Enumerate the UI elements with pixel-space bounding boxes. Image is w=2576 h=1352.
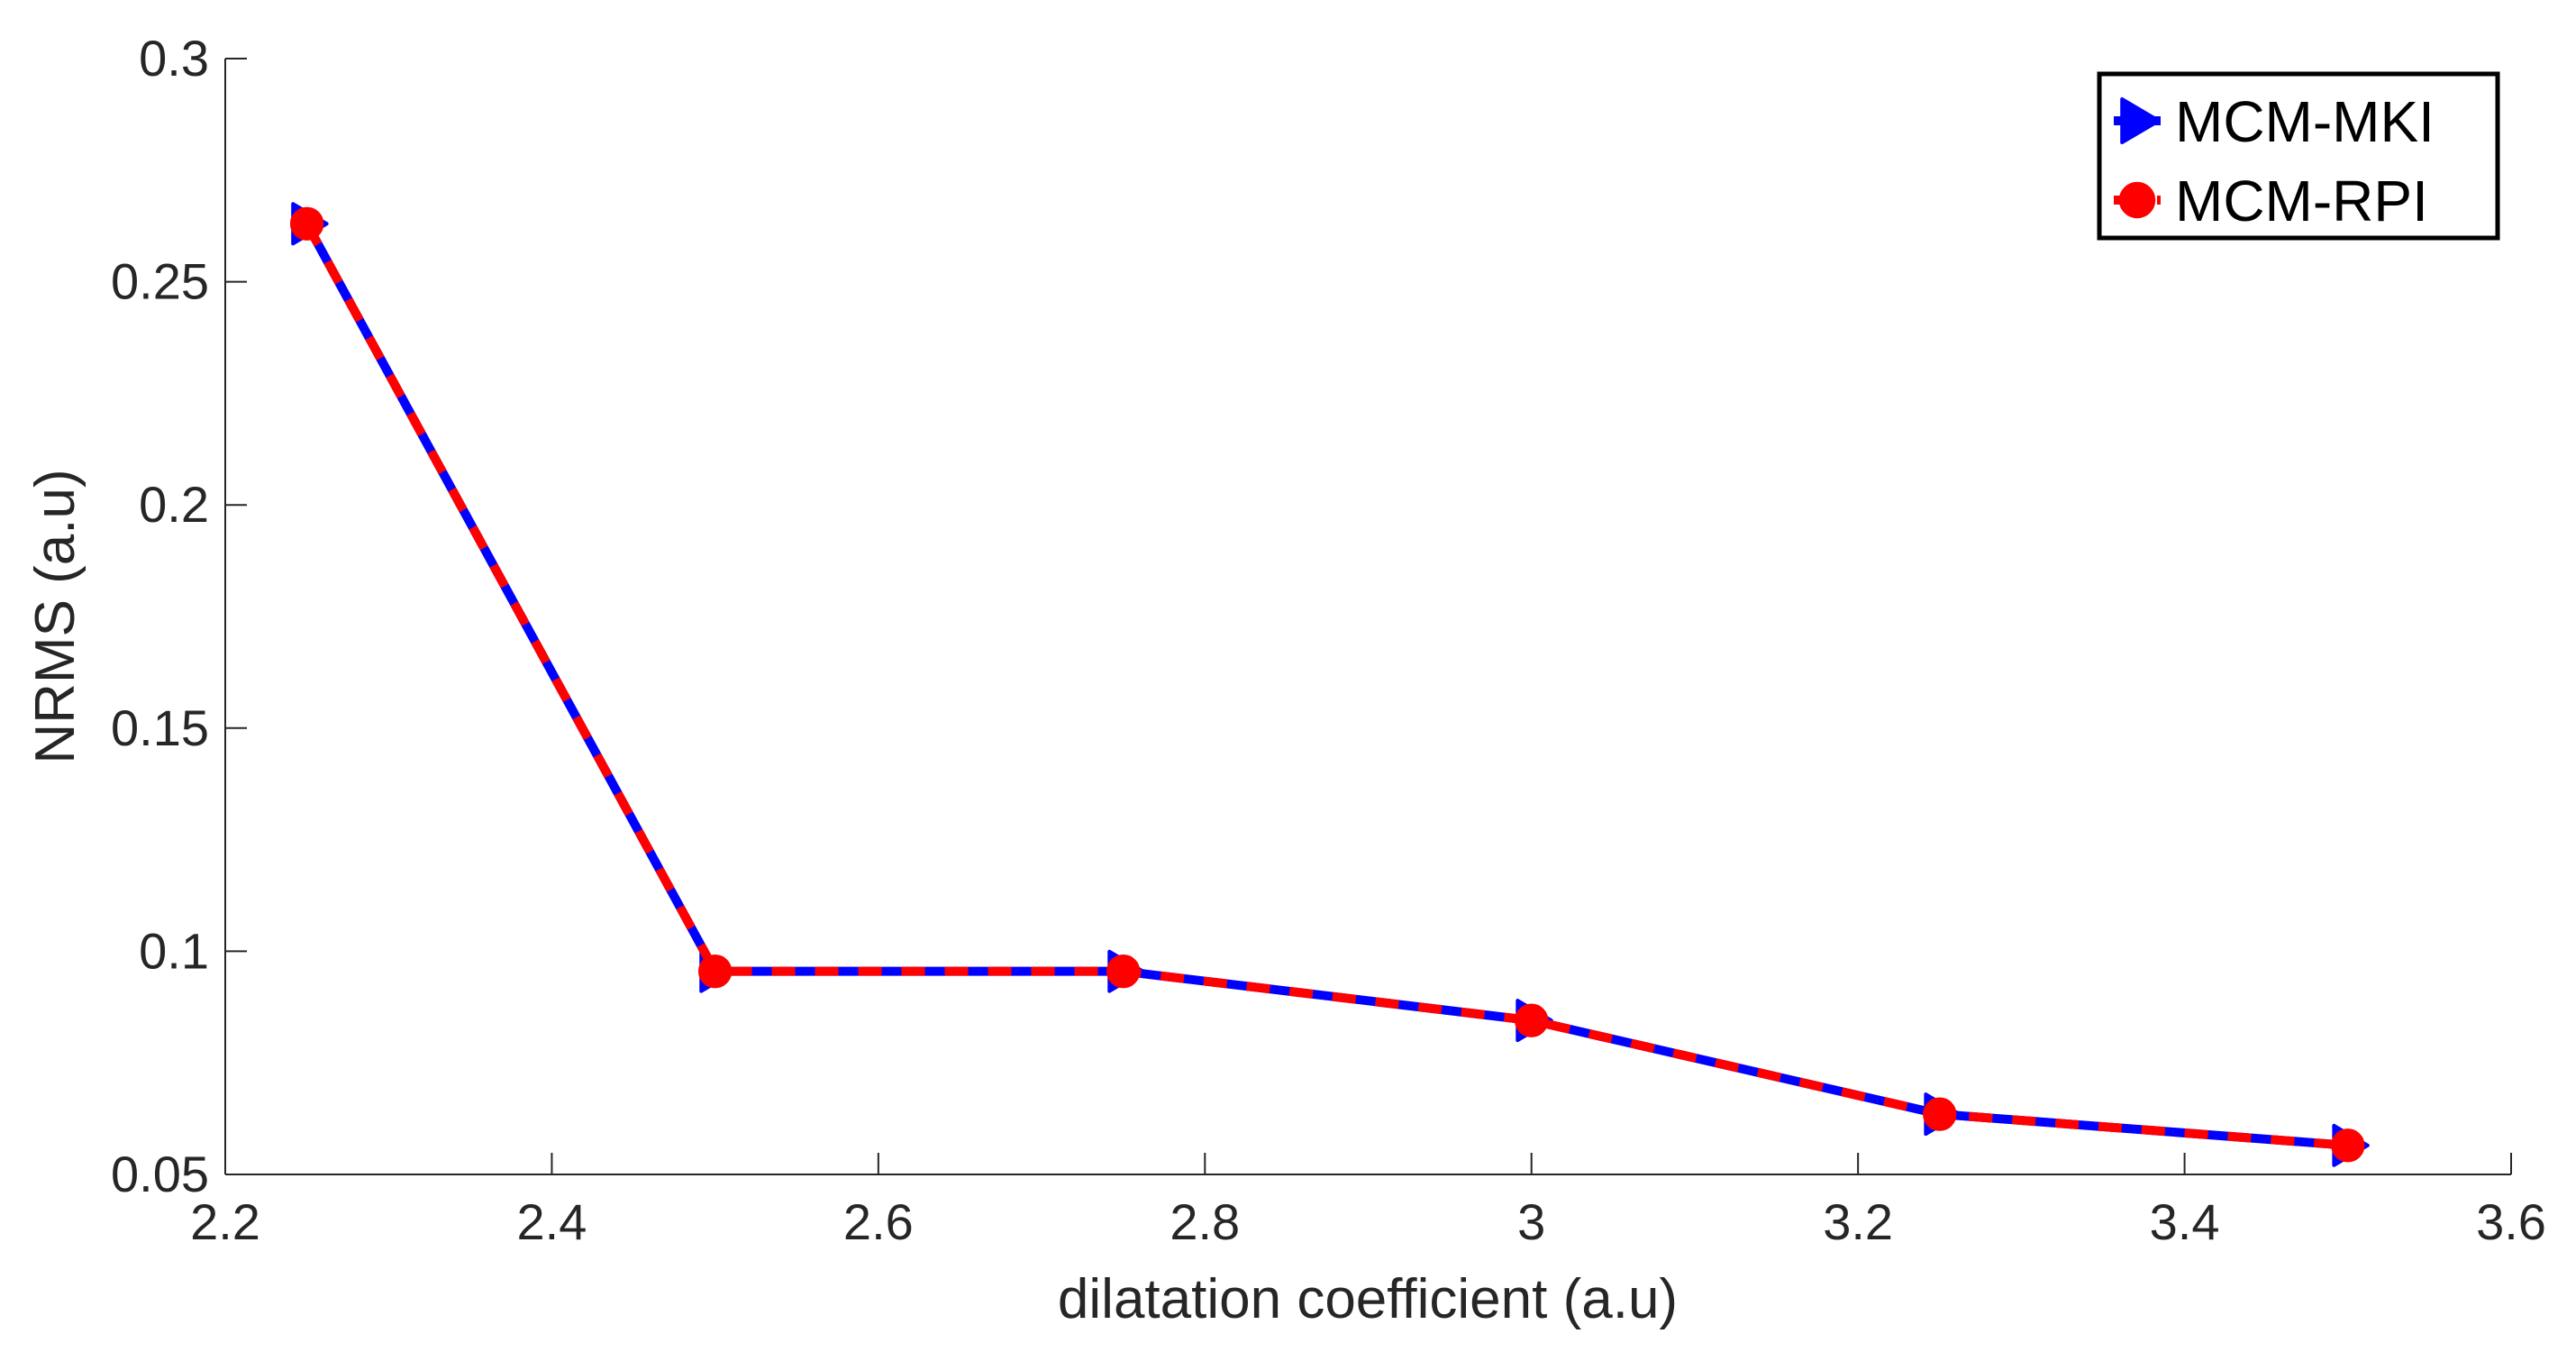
y-tick-label: 0.15 — [111, 699, 209, 756]
y-tick-label: 0.1 — [139, 922, 209, 979]
y-tick-label: 0.3 — [139, 30, 209, 87]
x-tick-label: 3 — [1517, 1193, 1545, 1250]
y-tick-label: 0.05 — [111, 1146, 209, 1202]
x-tick-label: 3.2 — [1823, 1193, 1893, 1250]
y-tick-label: 0.25 — [111, 253, 209, 310]
y-ticks: 0.05 0.1 0.15 0.2 0.25 0.3 — [111, 30, 247, 1202]
x-tick-label: 2.8 — [1170, 1193, 1240, 1250]
x-ticks: 2.2 2.4 2.6 2.8 3 3.2 3.4 3.6 — [190, 1153, 2546, 1250]
data-point-circle — [289, 206, 324, 241]
x-tick-label: 3.4 — [2150, 1193, 2220, 1250]
x-axis-title: dilatation coefficient (a.u) — [1058, 1268, 1678, 1330]
data-point-circle — [2118, 181, 2156, 219]
data-point-circle — [2331, 1128, 2365, 1163]
data-point-circle — [1515, 1003, 1549, 1037]
legend-item: MCM-RPI — [2114, 169, 2428, 233]
y-axis-title: NRMS (a.u) — [24, 469, 86, 763]
legend-label: MCM-RPI — [2175, 169, 2428, 233]
data-point-circle — [697, 955, 733, 989]
axes: 2.2 2.4 2.6 2.8 3 3.2 3.4 3.6 0.05 0.1 0.15 0.2 0.2… — [111, 30, 2546, 1250]
data-point-circle — [1106, 955, 1141, 989]
legend: MCM-MKI MCM-RPI — [2097, 71, 2500, 241]
x-tick-label: 2.2 — [190, 1193, 260, 1250]
series-line — [303, 221, 2349, 1150]
series-layer — [289, 202, 2370, 1167]
x-tick-label: 3.6 — [2476, 1193, 2546, 1250]
y-tick-label: 0.2 — [139, 476, 209, 533]
data-point-triangle — [2120, 97, 2161, 144]
x-tick-label: 2.6 — [843, 1193, 914, 1250]
legend-items: MCM-MKI MCM-RPI — [2114, 89, 2435, 233]
legend-box — [2097, 71, 2500, 241]
data-point-circle — [1923, 1097, 1957, 1131]
x-tick-label: 2.4 — [516, 1193, 587, 1250]
series-mcm-rpi — [289, 206, 2365, 1163]
legend-label: MCM-MKI — [2175, 89, 2435, 154]
legend-item: MCM-MKI — [2114, 89, 2435, 154]
